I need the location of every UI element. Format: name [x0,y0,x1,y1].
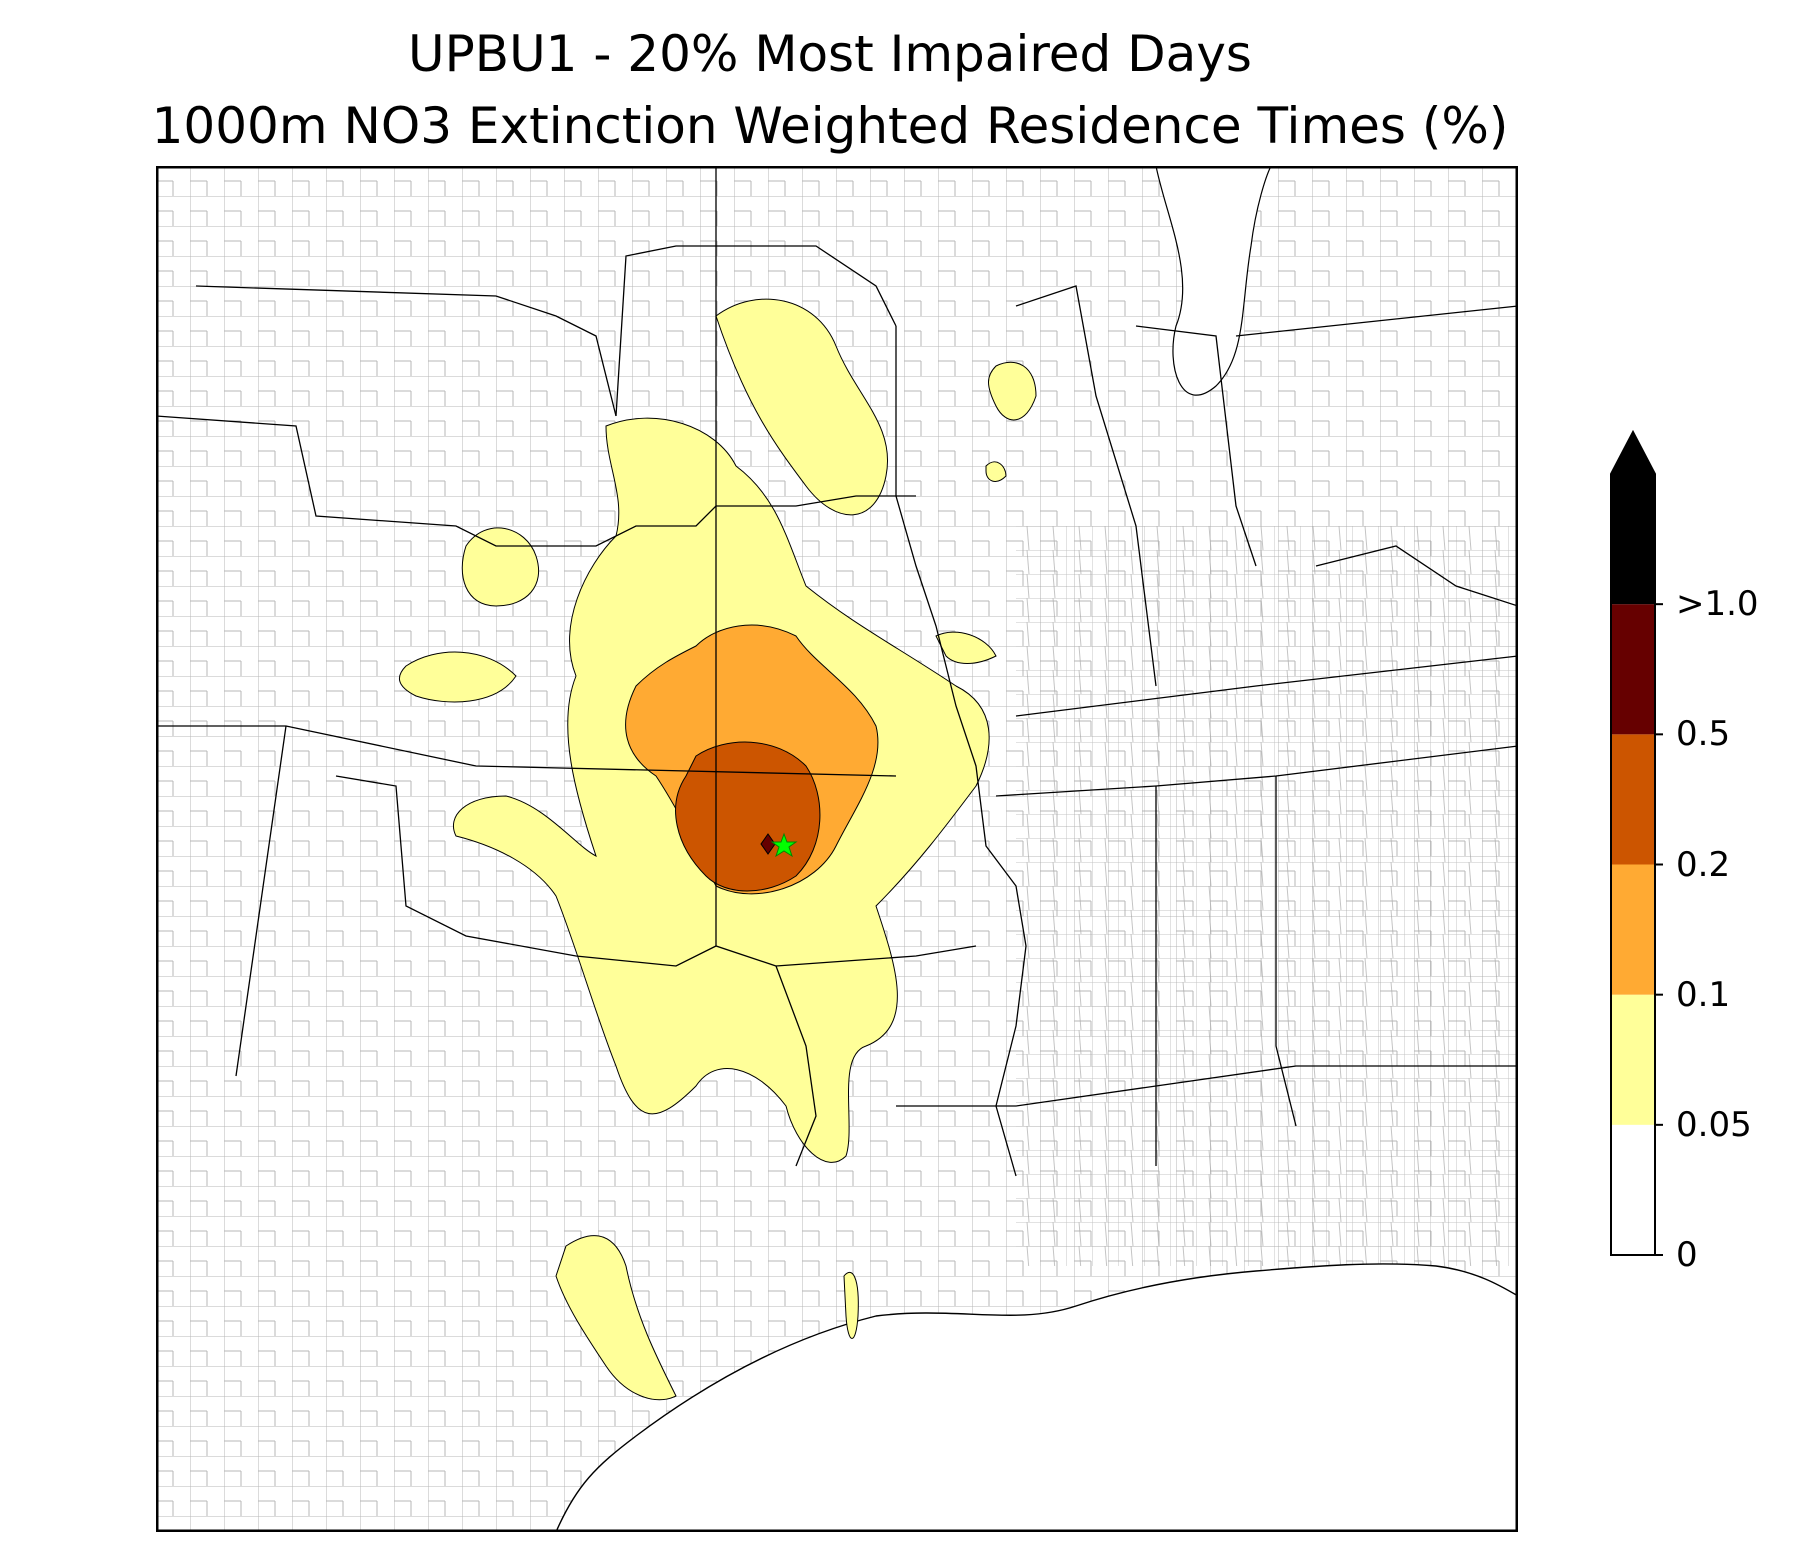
colorbar-tick-label: 0.2 [1676,844,1731,885]
colorbar: 0 0.05 0.1 0.2 0.5 >1.0 [1610,429,1806,1272]
colorbar-swatches [1610,429,1663,1256]
colorbar-swatch [1611,864,1655,995]
star-icon [770,832,798,858]
state-boundaries [156,166,1518,1177]
colorbar-swatch [1611,474,1655,605]
gulf-of-mexico [555,1263,1518,1532]
colorbar-swatch [1611,1124,1655,1255]
diamond-icon [760,833,776,855]
chart-title: UPBU1 - 20% Most Impaired Days [408,25,1252,83]
map-frame [156,166,1518,1532]
colorbar-tick-label: 0.1 [1676,974,1731,1015]
colorbar-tick-label: 0.5 [1676,714,1731,755]
colorbar-swatch [1611,734,1655,865]
colorbar-outline [1610,429,1656,1256]
residence-time-map [156,166,1518,1532]
contour-0.2 [675,741,821,892]
colorbar-tick-label: >1.0 [1676,584,1759,625]
colorbar-swatch [1611,604,1655,735]
chart-subtitle: 1000m NO3 Extinction Weighted Residence … [151,97,1509,155]
lake-michigan [1155,166,1272,396]
colorbar-tick-label: 0 [1676,1235,1698,1275]
colorbar-extend-arrow [1611,432,1655,474]
colorbar-swatch [1611,994,1655,1125]
colorbar-tick-label: 0.05 [1676,1104,1752,1145]
